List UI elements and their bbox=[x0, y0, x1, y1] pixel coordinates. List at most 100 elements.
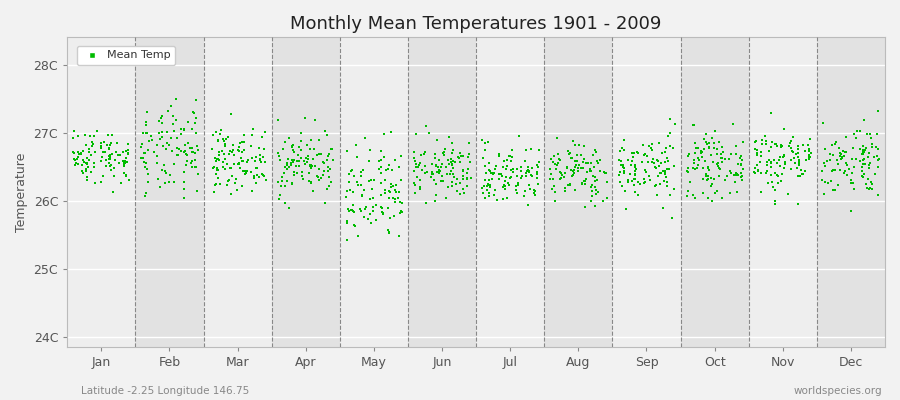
Point bbox=[499, 165, 513, 172]
Point bbox=[519, 146, 534, 153]
Point bbox=[856, 150, 870, 157]
Point bbox=[615, 145, 629, 151]
Point bbox=[70, 161, 85, 167]
Point bbox=[836, 148, 850, 154]
Point bbox=[480, 183, 494, 190]
Point bbox=[821, 180, 835, 186]
Point bbox=[381, 227, 395, 234]
Point bbox=[823, 150, 837, 157]
Point bbox=[662, 130, 677, 136]
Point bbox=[525, 165, 539, 172]
Point bbox=[241, 157, 256, 164]
Point bbox=[155, 120, 169, 126]
Point bbox=[209, 181, 223, 187]
Point bbox=[778, 161, 792, 168]
Point bbox=[71, 149, 86, 155]
Point bbox=[748, 146, 762, 152]
Point bbox=[696, 176, 710, 182]
Point bbox=[431, 164, 446, 170]
Point bbox=[710, 146, 724, 152]
Point bbox=[273, 156, 287, 163]
Point bbox=[864, 179, 878, 186]
Point bbox=[574, 151, 589, 158]
Point bbox=[208, 155, 222, 161]
Point bbox=[581, 160, 596, 166]
Point bbox=[117, 162, 131, 169]
Point bbox=[381, 166, 395, 172]
Point bbox=[86, 160, 101, 167]
Point bbox=[658, 170, 672, 176]
Point bbox=[871, 156, 886, 162]
Point bbox=[698, 130, 713, 137]
Point bbox=[801, 147, 815, 154]
Point bbox=[555, 172, 570, 178]
Point bbox=[244, 168, 258, 175]
Point bbox=[486, 170, 500, 176]
Point bbox=[393, 199, 408, 205]
Point bbox=[802, 146, 816, 152]
Point bbox=[225, 173, 239, 179]
Point bbox=[754, 170, 769, 176]
Point bbox=[185, 126, 200, 132]
Point bbox=[551, 160, 565, 166]
Point bbox=[649, 182, 663, 188]
Point bbox=[374, 192, 389, 198]
Point bbox=[179, 151, 194, 157]
Point bbox=[208, 171, 222, 178]
Point bbox=[317, 167, 331, 174]
Point bbox=[342, 179, 356, 185]
Point bbox=[363, 195, 377, 202]
Point bbox=[224, 164, 238, 171]
Point bbox=[298, 161, 312, 168]
Point bbox=[773, 178, 788, 184]
Point bbox=[294, 138, 309, 144]
Point bbox=[134, 144, 148, 150]
Point bbox=[476, 189, 491, 196]
Point bbox=[68, 156, 82, 163]
Point bbox=[313, 175, 328, 182]
Point bbox=[227, 161, 241, 167]
Point bbox=[204, 146, 219, 152]
Point bbox=[411, 162, 426, 168]
Point bbox=[752, 166, 766, 173]
Point bbox=[97, 148, 112, 155]
Point bbox=[704, 174, 718, 181]
Point bbox=[815, 120, 830, 126]
Point bbox=[850, 128, 864, 134]
Point bbox=[698, 171, 713, 178]
Point bbox=[580, 176, 594, 182]
Point bbox=[185, 108, 200, 115]
Point bbox=[750, 146, 764, 153]
Point bbox=[517, 193, 531, 199]
Point bbox=[701, 164, 716, 170]
Point bbox=[760, 168, 774, 174]
Point bbox=[438, 195, 453, 201]
Point bbox=[78, 168, 93, 174]
Point bbox=[347, 222, 362, 228]
Point bbox=[212, 130, 227, 137]
Point bbox=[174, 148, 188, 155]
Point bbox=[845, 156, 859, 162]
Point bbox=[613, 148, 627, 154]
Point bbox=[76, 156, 90, 163]
Point bbox=[219, 141, 233, 147]
Point bbox=[169, 96, 184, 102]
Point bbox=[586, 152, 600, 158]
Point bbox=[690, 155, 705, 161]
Point bbox=[103, 153, 117, 160]
Point bbox=[389, 182, 403, 188]
Point bbox=[687, 122, 701, 128]
Point bbox=[407, 168, 421, 174]
Point bbox=[248, 165, 263, 172]
Point bbox=[777, 165, 791, 172]
Point bbox=[136, 154, 150, 161]
Point bbox=[394, 153, 409, 160]
Point bbox=[751, 168, 765, 174]
Point bbox=[619, 206, 634, 212]
Point bbox=[847, 186, 861, 192]
Point bbox=[658, 168, 672, 175]
Point bbox=[340, 188, 355, 195]
Point bbox=[796, 171, 810, 177]
Point bbox=[628, 172, 643, 178]
Point bbox=[562, 151, 576, 157]
